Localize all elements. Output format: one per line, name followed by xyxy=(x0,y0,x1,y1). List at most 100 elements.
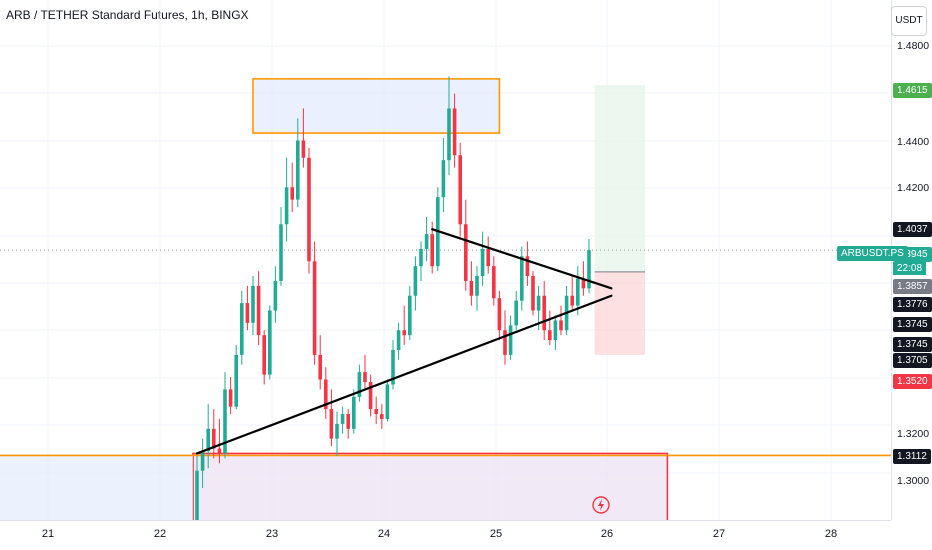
candle-body xyxy=(520,256,524,301)
time-tick: 22 xyxy=(153,528,167,540)
price-marker: 1.4615 xyxy=(893,83,932,98)
candle-body xyxy=(492,266,496,299)
candle-body xyxy=(324,379,328,410)
candle-body xyxy=(296,140,300,200)
candle-body xyxy=(357,372,362,397)
bar-countdown: 22:08 xyxy=(893,262,927,275)
candle-body xyxy=(486,248,490,267)
candle-body xyxy=(268,310,272,375)
candle-body xyxy=(212,428,216,449)
price-tick: 1.3000 xyxy=(897,475,930,487)
candle-body xyxy=(391,349,395,385)
candle-body xyxy=(245,303,250,323)
candle-body xyxy=(217,448,222,454)
candle-body xyxy=(234,354,238,407)
candle-body xyxy=(581,278,586,289)
candle-body xyxy=(441,160,446,198)
price-marker: 1.3745 xyxy=(893,337,932,352)
candle-body xyxy=(497,298,502,331)
time-tick: 28 xyxy=(824,528,838,540)
supply-zone xyxy=(252,78,501,134)
candle-body xyxy=(559,320,563,331)
candle-body xyxy=(419,248,423,267)
chart-title: ARB / TETHER Standard Futures, 1h, BINGX xyxy=(6,8,249,22)
candle-body xyxy=(480,248,485,277)
candle-body xyxy=(340,414,345,424)
candle-body xyxy=(206,428,210,451)
price-marker: 1.3776 xyxy=(893,297,932,312)
candle-body xyxy=(531,276,535,311)
demand-zone xyxy=(192,452,669,520)
price-marker: 1.3705 xyxy=(893,353,932,368)
candle-body xyxy=(262,335,266,375)
time-tick: 24 xyxy=(377,528,391,540)
candle-body xyxy=(380,414,384,419)
candle-body xyxy=(576,278,580,306)
candle-body xyxy=(508,325,513,355)
candle-body xyxy=(548,330,552,341)
time-tick: 21 xyxy=(41,528,55,540)
target-zone xyxy=(594,85,645,272)
candle-body xyxy=(452,108,457,156)
lightning-icon-bolt xyxy=(598,499,604,511)
candle-body xyxy=(256,285,261,336)
candle-body xyxy=(200,450,205,471)
currency-selector[interactable]: USDT xyxy=(891,6,927,36)
candle-body xyxy=(284,187,289,225)
price-chart[interactable] xyxy=(0,0,891,520)
candle-body xyxy=(307,157,311,262)
time-tick: 26 xyxy=(600,528,614,540)
candle-body xyxy=(430,234,434,267)
candle-body xyxy=(475,276,479,296)
candle-body xyxy=(553,320,558,341)
candle-body xyxy=(385,384,390,419)
candle-body xyxy=(223,389,227,454)
price-tick: 1.4800 xyxy=(897,40,930,52)
candle-body xyxy=(195,470,199,520)
time-tick: 25 xyxy=(489,528,503,540)
trendline-resistance xyxy=(431,228,613,290)
price-tick: 1.4400 xyxy=(897,136,930,148)
candle-body xyxy=(514,300,518,326)
candle-body xyxy=(503,330,507,355)
price-marker: 1.3520 xyxy=(893,374,932,389)
price-marker: 1.4037 xyxy=(893,222,932,237)
candle-body xyxy=(525,256,530,277)
candle-body xyxy=(363,372,367,382)
candle-body xyxy=(228,389,233,407)
candle-body xyxy=(396,330,401,350)
candle-body xyxy=(402,330,406,336)
symbol-badge: ARBUSDT.PS xyxy=(837,246,908,261)
candle-body xyxy=(469,280,474,296)
price-tick: 1.3200 xyxy=(897,428,930,440)
demand-band-left xyxy=(0,455,193,520)
candle-body xyxy=(240,303,244,355)
candle-body xyxy=(312,261,317,355)
candle-body xyxy=(329,409,334,439)
candle-body xyxy=(335,423,339,439)
candle-body xyxy=(542,295,546,331)
candle-body xyxy=(464,224,468,281)
candle-body xyxy=(251,285,255,323)
candle-body xyxy=(352,396,356,429)
time-tick: 27 xyxy=(712,528,726,540)
price-marker: 1.3745 xyxy=(893,317,932,332)
price-tick: 1.4200 xyxy=(897,182,930,194)
candle-body xyxy=(536,295,541,311)
price-marker: 1.3857 xyxy=(893,279,932,294)
candle-body xyxy=(346,414,350,429)
candle-body xyxy=(458,155,462,225)
candle-body xyxy=(318,354,322,380)
candle-body xyxy=(587,250,591,289)
candle-body xyxy=(301,140,306,158)
candle-body xyxy=(368,381,373,410)
candle-body xyxy=(413,266,418,296)
time-tick: 23 xyxy=(265,528,279,540)
candle-body xyxy=(570,295,574,306)
price-marker: 1.3112 xyxy=(893,449,931,464)
candle-body xyxy=(374,409,378,415)
candle-body xyxy=(424,234,429,249)
lightning-icon xyxy=(592,496,610,514)
candle-body xyxy=(408,295,412,336)
